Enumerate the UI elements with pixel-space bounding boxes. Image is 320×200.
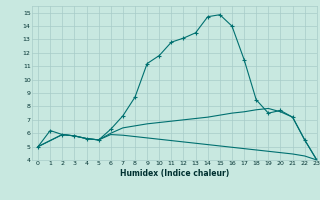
X-axis label: Humidex (Indice chaleur): Humidex (Indice chaleur)	[120, 169, 229, 178]
